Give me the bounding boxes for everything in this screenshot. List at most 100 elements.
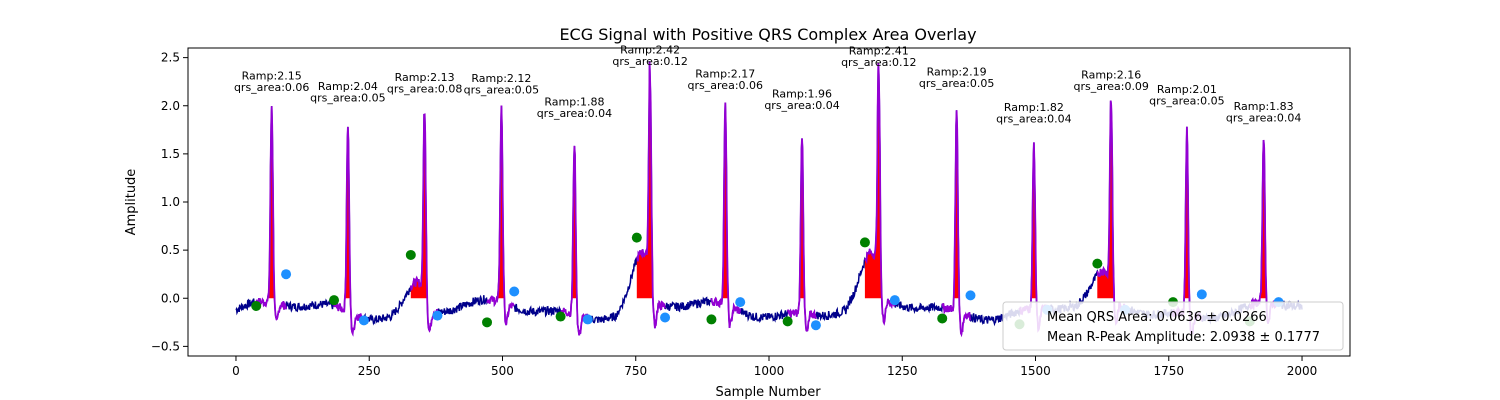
qrs-offset-marker (358, 315, 369, 326)
qrs-offset-marker (660, 312, 671, 323)
y-axis-label: Amplitude (124, 169, 139, 236)
r-peak-amplitude-label: Ramp:2.17 (695, 67, 755, 80)
qrs-area-fill (1029, 142, 1039, 299)
qrs-onset-marker (251, 300, 262, 311)
x-tick-label: 1000 (754, 364, 785, 378)
qrs-onset-marker (1092, 258, 1103, 269)
x-tick-label: 500 (491, 364, 514, 378)
y-axis: −0.5 0.0 0.5 1.0 1.5 2.0 2.5 (151, 51, 188, 353)
qrs-segment-line (486, 105, 515, 326)
qrs-segment-line (941, 110, 972, 338)
r-peak-amplitude-label: Ramp:2.16 (1081, 68, 1141, 81)
qrs-area-label: qrs_area:0.08 (387, 83, 462, 96)
qrs-area-label: qrs_area:0.04 (537, 107, 612, 120)
qrs-offset-marker (735, 297, 746, 308)
qrs-onset-marker (706, 314, 717, 325)
qrs-area-label: qrs_area:0.04 (1226, 112, 1301, 125)
qrs-onset-marker (631, 232, 642, 243)
r-peak-amplitude-label: Ramp:1.96 (772, 88, 832, 101)
qrs-onset-marker (329, 295, 340, 306)
legend-frame (1002, 301, 1344, 351)
x-axis-label: Sample Number (715, 385, 821, 400)
qrs-segment-line (786, 138, 817, 332)
y-tick-label: 2.0 (161, 99, 180, 113)
r-peak-amplitude-label: Ramp:2.19 (927, 65, 987, 78)
qrs-area-label: qrs_area:0.05 (464, 84, 539, 97)
qrs-area-fill (636, 61, 663, 299)
x-tick-label: 250 (358, 364, 381, 378)
qrs-area-label: qrs_area:0.06 (688, 79, 763, 92)
x-tick-label: 750 (624, 364, 647, 378)
qrs-onset-marker (555, 311, 566, 322)
r-peak-amplitude-label: Ramp:2.42 (620, 43, 680, 56)
chart-title: ECG Signal with Positive QRS Complex Are… (559, 25, 976, 44)
legend: Mean QRS Area: 0.0636 ± 0.0266 Mean R-Pe… (1002, 301, 1344, 351)
r-peak-amplitude-label: Ramp:2.15 (242, 69, 302, 82)
qrs-onset-marker (859, 237, 870, 248)
qrs-area-label: qrs_area:0.05 (919, 77, 994, 90)
qrs-onset-marker (937, 313, 948, 324)
qrs-offset-marker (810, 320, 821, 331)
qrs-offset-marker (281, 269, 292, 280)
qrs-area-fill (410, 114, 439, 299)
qrs-area-label: qrs_area:0.06 (234, 81, 309, 94)
qrs-area-label: qrs_area:0.04 (764, 99, 839, 112)
qrs-segment-line (559, 145, 589, 336)
qrs-area-fill (1180, 126, 1202, 299)
x-tick-label: 2000 (1287, 364, 1318, 378)
y-tick-label: −0.5 (151, 339, 180, 353)
qrs-onset-marker (782, 316, 793, 327)
y-tick-label: 0.5 (161, 243, 180, 257)
x-tick-label: 1750 (1153, 364, 1184, 378)
qrs-segment-line (864, 62, 896, 326)
x-tick-label: 1250 (887, 364, 918, 378)
x-tick-label: 0 (232, 364, 240, 378)
legend-entry-mean-qrs-area: Mean QRS Area: 0.0636 ± 0.0266 (1047, 310, 1267, 325)
r-peak-amplitude-label: Ramp:1.82 (1004, 101, 1064, 114)
qrs-segment-line (635, 61, 666, 329)
r-peak-amplitude-label: Ramp:1.83 (1234, 100, 1294, 113)
x-axis: 0 250 500 750 1000 1250 1500 1750 2000 (232, 356, 1317, 378)
qrs-segment-line (710, 102, 742, 328)
r-peak-amplitude-label: Ramp:2.01 (1157, 83, 1217, 96)
qrs-area-label: qrs_area:0.04 (996, 113, 1071, 126)
r-peak-amplitude-label: Ramp:2.04 (318, 80, 378, 93)
qrs-offset-marker (582, 314, 593, 325)
qrs-onset-marker (482, 317, 493, 328)
qrs-offset-marker (889, 295, 900, 306)
y-tick-label: 1.0 (161, 195, 180, 209)
qrs-onset-marker (405, 249, 416, 260)
qrs-offset-marker (432, 310, 443, 321)
qrs-segment-line (255, 106, 287, 321)
qrs-segment-line (333, 126, 365, 337)
y-tick-label: 2.5 (161, 51, 180, 65)
qrs-offset-marker (509, 286, 520, 297)
qrs-area-label: qrs_area:0.05 (1149, 94, 1224, 107)
r-peak-amplitude-label: Ramp:2.12 (471, 72, 531, 85)
qrs-area-label: qrs_area:0.05 (310, 91, 385, 104)
y-tick-label: 0.0 (161, 291, 180, 305)
qrs-area-label: qrs_area:0.12 (612, 55, 687, 68)
qrs-area-fill (864, 62, 893, 299)
y-tick-label: 1.5 (161, 147, 180, 161)
legend-entry-mean-r-peak-amplitude: Mean R-Peak Amplitude: 2.0938 ± 0.1777 (1047, 330, 1320, 345)
qrs-offset-marker (1196, 289, 1207, 300)
x-tick-label: 1500 (1020, 364, 1051, 378)
r-peak-amplitude-label: Ramp:1.88 (544, 95, 604, 108)
qrs-area-label: qrs_area:0.09 (1073, 80, 1148, 93)
